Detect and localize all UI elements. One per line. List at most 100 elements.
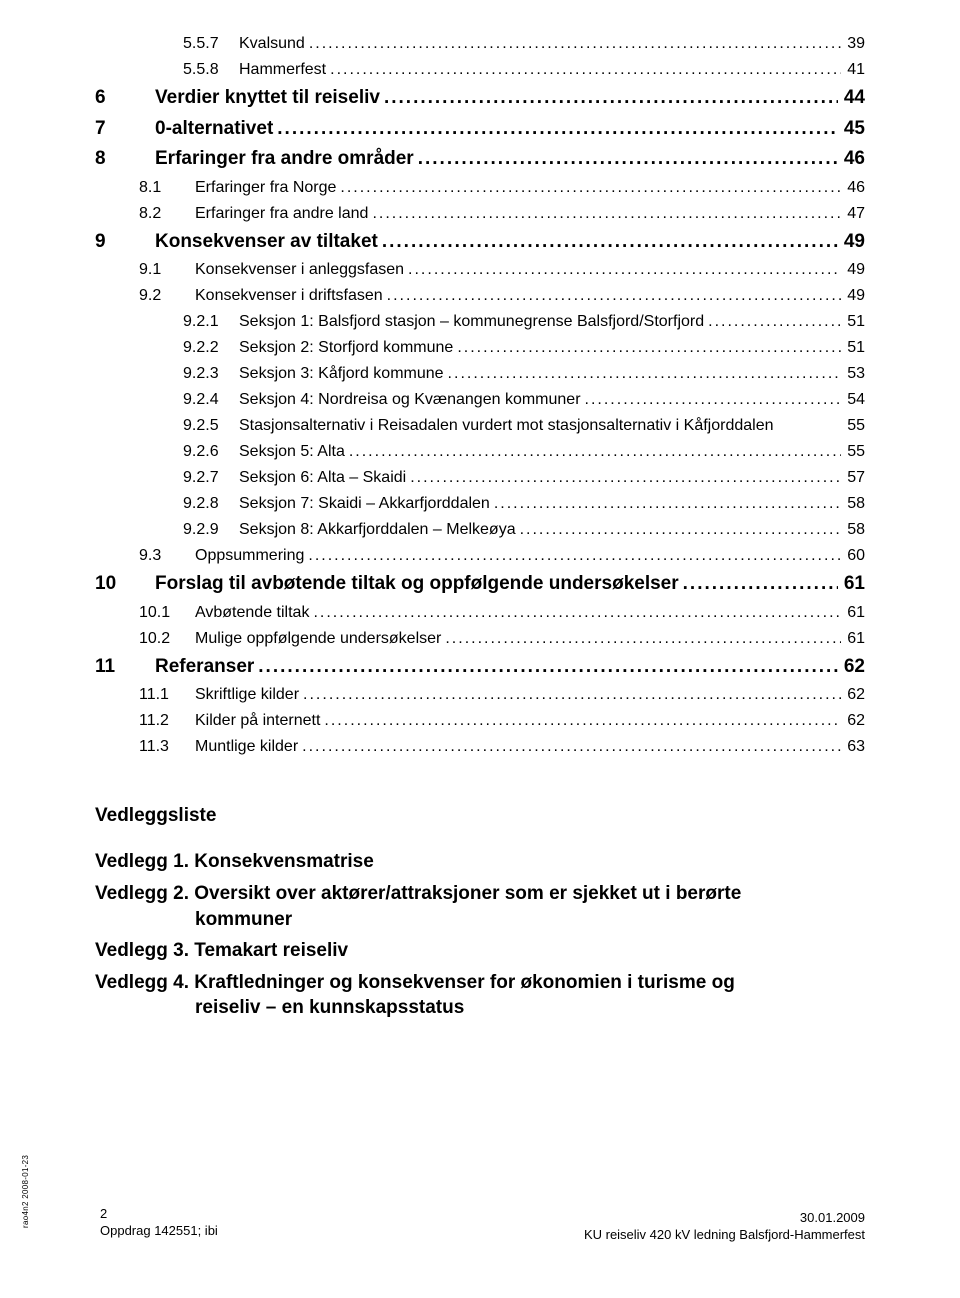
toc-title: Oppsummering xyxy=(195,544,306,568)
toc-number: 9.3 xyxy=(139,544,195,568)
toc-number: 9.2.4 xyxy=(183,388,239,412)
toc-leader-dots: ........................................… xyxy=(330,58,841,82)
toc-page: 62 xyxy=(840,653,865,681)
toc-entry: 9.2.4Seksjon 4: Nordreisa og Kvænangen k… xyxy=(95,388,865,412)
toc-number: 9.2 xyxy=(139,284,195,308)
toc-page: 62 xyxy=(843,709,865,733)
toc-number: 10 xyxy=(95,570,155,598)
toc-entry: 9.1Konsekvenser i anleggsfasen..........… xyxy=(95,258,865,282)
toc-leader-dots: ........................................… xyxy=(277,115,838,143)
toc-entry: 11.1Skriftlige kilder...................… xyxy=(95,683,865,707)
toc-page: 44 xyxy=(840,84,865,112)
toc-page: 54 xyxy=(843,388,865,412)
toc-title: Seksjon 8: Akkarfjorddalen – Melkeøya xyxy=(239,518,518,542)
toc-page: 61 xyxy=(840,570,865,598)
side-revision-text: rao4n2 2008-01-23 xyxy=(21,1155,30,1228)
toc-leader-dots: ........................................… xyxy=(418,145,838,173)
toc-number: 9.2.8 xyxy=(183,492,239,516)
toc-number: 9.2.1 xyxy=(183,310,239,334)
toc-page: 46 xyxy=(840,145,865,173)
toc-number: 9.2.6 xyxy=(183,440,239,464)
toc-entry: 9.2.3Seksjon 3: Kåfjord kommune.........… xyxy=(95,362,865,386)
toc-number: 11.1 xyxy=(139,683,195,707)
toc-number: 10.1 xyxy=(139,601,195,625)
toc-page: 58 xyxy=(843,492,865,516)
appendix-item: Vedlegg 1. Konsekvensmatrise xyxy=(95,849,865,875)
toc-page: 60 xyxy=(843,544,865,568)
table-of-contents: 5.5.7Kvalsund...........................… xyxy=(95,32,865,759)
appendix-heading: Vedleggsliste xyxy=(95,805,865,827)
toc-leader-dots: ........................................… xyxy=(372,202,841,226)
appendix-item-line1: Vedlegg 2. Oversikt over aktører/attraks… xyxy=(95,883,741,904)
toc-leader-dots: ........................................… xyxy=(520,518,842,542)
toc-number: 8.2 xyxy=(139,202,195,226)
toc-number: 10.2 xyxy=(139,627,195,651)
toc-leader-dots: ........................................… xyxy=(349,440,841,464)
toc-leader-dots: ........................................… xyxy=(303,683,841,707)
toc-title: Konsekvenser i driftsfasen xyxy=(195,284,385,308)
footer-date: 30.01.2009 xyxy=(584,1209,865,1227)
toc-title: Stasjonsalternativ i Reisadalen vurdert … xyxy=(239,414,776,438)
toc-leader-dots: ........................................… xyxy=(340,176,841,200)
toc-title: Referanser xyxy=(155,653,256,681)
toc-leader-dots: ........................................… xyxy=(585,388,842,412)
toc-number: 5.5.7 xyxy=(183,32,239,56)
toc-number: 9.1 xyxy=(139,258,195,282)
toc-page: 39 xyxy=(843,32,865,56)
toc-entry: 9Konsekvenser av tiltaket...............… xyxy=(95,228,865,256)
toc-title: Konsekvenser i anleggsfasen xyxy=(195,258,406,282)
toc-entry: 6Verdier knyttet til reiseliv...........… xyxy=(95,84,865,112)
toc-entry: 11.3Muntlige kilder.....................… xyxy=(95,735,865,759)
toc-entry: 8.2Erfaringer fra andre land............… xyxy=(95,202,865,226)
toc-page: 41 xyxy=(843,58,865,82)
toc-title: Muntlige kilder xyxy=(195,735,300,759)
toc-number: 11.3 xyxy=(139,735,195,759)
page-number: 2 xyxy=(100,1206,218,1221)
toc-entry: 11.2Kilder på internett.................… xyxy=(95,709,865,733)
toc-title: Erfaringer fra andre land xyxy=(195,202,370,226)
toc-title: 0-alternativet xyxy=(155,115,275,143)
toc-page: 45 xyxy=(840,115,865,143)
toc-leader-dots: ........................................… xyxy=(448,362,842,386)
toc-title: Forslag til avbøtende tiltak og oppfølge… xyxy=(155,570,681,598)
toc-entry: 5.5.8Hammerfest.........................… xyxy=(95,58,865,82)
toc-number: 8.1 xyxy=(139,176,195,200)
toc-page: 53 xyxy=(843,362,865,386)
toc-page: 63 xyxy=(843,735,865,759)
toc-leader-dots: ........................................… xyxy=(683,570,838,598)
appendix-item-line1: Vedlegg 4. Kraftledninger og konsekvense… xyxy=(95,972,735,993)
toc-leader-dots: ........................................… xyxy=(324,709,841,733)
toc-leader-dots: ........................................… xyxy=(258,653,838,681)
toc-entry: 9.2.8Seksjon 7: Skaidi – Akkarfjorddalen… xyxy=(95,492,865,516)
toc-entry: 9.2.1Seksjon 1: Balsfjord stasjon – komm… xyxy=(95,310,865,334)
toc-page: 55 xyxy=(843,414,865,438)
toc-leader-dots: ........................................… xyxy=(457,336,841,360)
toc-number: 5.5.8 xyxy=(183,58,239,82)
toc-title: Seksjon 4: Nordreisa og Kvænangen kommun… xyxy=(239,388,583,412)
toc-page: 57 xyxy=(843,466,865,490)
toc-entry: 5.5.7Kvalsund...........................… xyxy=(95,32,865,56)
toc-leader-dots: ........................................… xyxy=(308,544,841,568)
toc-entry: 8.1Erfaringer fra Norge.................… xyxy=(95,176,865,200)
toc-title: Avbøtende tiltak xyxy=(195,601,311,625)
toc-entry: 9.2.5Stasjonsalternativ i Reisadalen vur… xyxy=(95,414,865,438)
toc-leader-dots: ........................................… xyxy=(309,32,841,56)
footer-left: 2 Oppdrag 142551; ibi xyxy=(100,1206,218,1238)
toc-page: 58 xyxy=(843,518,865,542)
toc-entry: 11Referanser............................… xyxy=(95,653,865,681)
toc-leader-dots: ........................................… xyxy=(408,258,841,282)
toc-entry: 9.2Konsekvenser i driftsfasen...........… xyxy=(95,284,865,308)
toc-title: Seksjon 7: Skaidi – Akkarfjorddalen xyxy=(239,492,492,516)
toc-title: Erfaringer fra andre områder xyxy=(155,145,416,173)
toc-number: 9.2.9 xyxy=(183,518,239,542)
toc-number: 9.2.2 xyxy=(183,336,239,360)
toc-page: 49 xyxy=(843,258,865,282)
toc-page: 61 xyxy=(843,601,865,625)
toc-number: 9.2.7 xyxy=(183,466,239,490)
toc-title: Seksjon 2: Storfjord kommune xyxy=(239,336,455,360)
toc-title: Seksjon 1: Balsfjord stasjon – kommunegr… xyxy=(239,310,706,334)
toc-number: 6 xyxy=(95,84,155,112)
footer-right: 30.01.2009 KU reiseliv 420 kV ledning Ba… xyxy=(584,1209,865,1244)
project-ref: Oppdrag 142551; ibi xyxy=(100,1223,218,1238)
toc-page: 61 xyxy=(843,627,865,651)
